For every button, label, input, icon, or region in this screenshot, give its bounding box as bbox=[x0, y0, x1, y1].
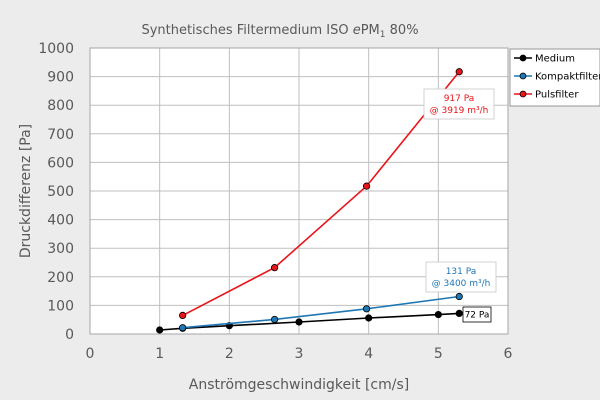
chart-title-subscript: 1 bbox=[380, 30, 386, 40]
axis-ticks: 0 1 2 3 4 5 6 0 100 200 300 400 500 600 700 800 900 1000 bbox=[38, 41, 512, 362]
series-line-pulsfilter bbox=[182, 71, 460, 317]
annotations: 917 Pa @ 3919 m³/h 131 Pa @ 3400 m³/h 72 Pa bbox=[423, 88, 497, 323]
chart-title-prefix: Synthetisches Filtermedium ISO bbox=[141, 23, 352, 38]
plot-border bbox=[89, 47, 509, 335]
x-tick-label: 3 bbox=[295, 346, 304, 362]
y-tick-label: 500 bbox=[47, 184, 74, 200]
legend-marker bbox=[519, 54, 527, 62]
annotation-text: @ 3919 m³/h bbox=[430, 106, 489, 116]
chart-title-pm: PM bbox=[361, 23, 380, 38]
x-axis-label: Anströmgeschwindigkeit [cm/s] bbox=[189, 377, 409, 393]
annotation-kompaktfilter: 131 Pa @ 3400 m³/h bbox=[425, 261, 497, 293]
chart-title-suffix: 80% bbox=[386, 23, 419, 38]
x-tick-label: 6 bbox=[504, 346, 513, 362]
data-point-medium bbox=[455, 309, 463, 318]
legend-label: Kompaktfilter bbox=[535, 72, 600, 83]
annotation-pulsfilter: 917 Pa @ 3919 m³/h bbox=[423, 88, 495, 120]
series-line-kompaktfilter bbox=[182, 295, 460, 329]
data-point-kompaktfilter bbox=[362, 305, 371, 313]
y-tick-label: 700 bbox=[47, 127, 74, 143]
data-point-pulsfilter bbox=[179, 311, 187, 320]
data-point-kompaktfilter bbox=[179, 324, 187, 332]
y-tick-label: 100 bbox=[47, 298, 74, 314]
data-point-pulsfilter bbox=[455, 68, 463, 76]
x-tick-label: 2 bbox=[225, 346, 234, 362]
y-tick-label: 800 bbox=[47, 98, 74, 114]
x-tick-label: 4 bbox=[364, 346, 373, 362]
legend-label: Medium bbox=[535, 54, 575, 65]
chart-title-italic: e bbox=[353, 23, 361, 38]
x-tick-label: 0 bbox=[86, 346, 95, 362]
annotation-box bbox=[462, 306, 492, 323]
data-point-medium bbox=[365, 314, 373, 322]
y-tick-label: 600 bbox=[47, 155, 74, 171]
annotation-box bbox=[425, 261, 497, 293]
annotation-box bbox=[423, 88, 495, 120]
data-point-pulsfilter bbox=[362, 182, 371, 190]
legend-marker bbox=[519, 90, 527, 98]
annotation-text: 131 Pa bbox=[446, 267, 477, 277]
x-tick-label: 5 bbox=[434, 346, 443, 362]
annotation-medium: 72 Pa bbox=[462, 306, 492, 323]
data-point-medium bbox=[295, 318, 303, 326]
y-tick-label: 300 bbox=[47, 241, 74, 257]
y-tick-label: 200 bbox=[47, 270, 74, 286]
data-point-medium bbox=[434, 310, 442, 319]
data-point-kompaktfilter bbox=[271, 315, 279, 324]
y-tick-label: 0 bbox=[65, 327, 74, 343]
legend-label: Pulsfilter bbox=[535, 90, 579, 101]
y-axis-label: Druckdifferenz [Pa] bbox=[18, 124, 34, 258]
y-tick-label: 1000 bbox=[38, 41, 74, 57]
series-layer bbox=[156, 68, 463, 334]
legend: Medium Kompaktfilter Pulsfilter bbox=[509, 48, 600, 107]
data-point-pulsfilter bbox=[271, 264, 279, 272]
y-tick-label: 900 bbox=[47, 70, 74, 86]
y-tick-label: 400 bbox=[47, 213, 74, 229]
chart-title: Synthetisches Filtermedium ISO ePM1 80% bbox=[141, 23, 418, 40]
data-point-kompaktfilter bbox=[455, 292, 463, 301]
annotation-text: 917 Pa bbox=[444, 94, 475, 104]
annotation-text: 72 Pa bbox=[465, 311, 490, 321]
x-tick-label: 1 bbox=[155, 346, 164, 362]
legend-marker bbox=[519, 72, 527, 80]
data-point-medium bbox=[156, 326, 164, 334]
annotation-text: @ 3400 m³/h bbox=[432, 279, 491, 289]
